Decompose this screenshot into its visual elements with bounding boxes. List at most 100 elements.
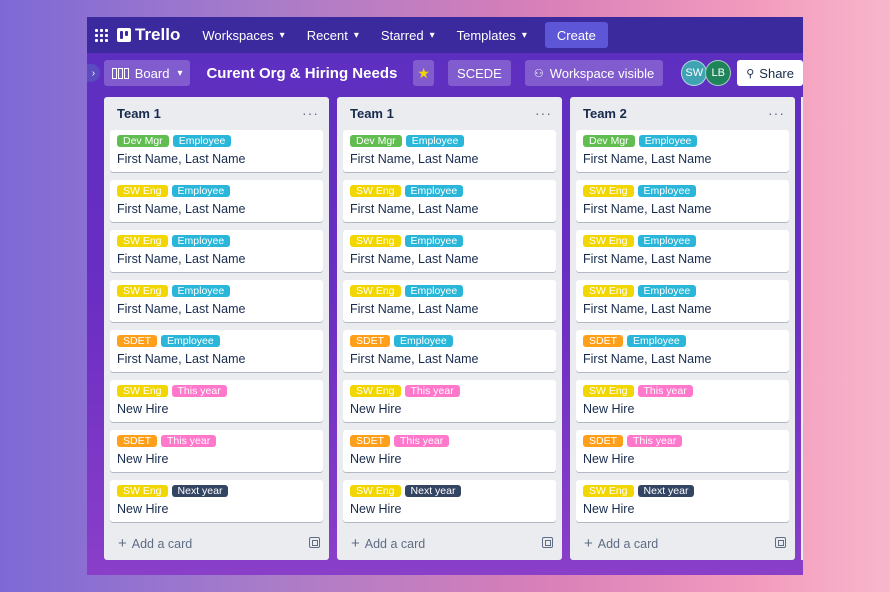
card-label[interactable]: Next year bbox=[637, 485, 695, 497]
card[interactable]: SW Eng Employee First Name, Last Name bbox=[110, 180, 323, 222]
card-label[interactable]: Employee bbox=[637, 185, 697, 197]
card-label[interactable]: SDET bbox=[117, 335, 158, 347]
card-label[interactable]: Employee bbox=[638, 135, 698, 147]
card[interactable]: SW Eng Employee First Name, Last Name bbox=[576, 230, 789, 272]
app-switcher-icon[interactable] bbox=[87, 17, 115, 53]
card[interactable]: SDET Employee First Name, Last Name bbox=[343, 330, 556, 372]
add-card-button[interactable]: + Add a card bbox=[584, 535, 658, 552]
card-label[interactable]: SW Eng bbox=[350, 385, 401, 397]
board-title[interactable]: Curent Org & Hiring Needs bbox=[206, 64, 398, 82]
card[interactable]: SW Eng Employee First Name, Last Name bbox=[576, 180, 789, 222]
card-label[interactable]: Employee bbox=[404, 285, 464, 297]
visibility-button[interactable]: ⚇ Workspace visible bbox=[524, 60, 664, 86]
card[interactable]: SW Eng Employee First Name, Last Name bbox=[343, 280, 556, 322]
avatar[interactable]: SW bbox=[681, 60, 708, 86]
card-label[interactable]: Employee bbox=[637, 235, 697, 247]
card-label[interactable]: Employee bbox=[637, 285, 697, 297]
card-label[interactable]: Next year bbox=[171, 485, 229, 497]
card-label[interactable]: SW Eng bbox=[350, 285, 401, 297]
card[interactable]: SDET This year New Hire bbox=[576, 430, 789, 472]
card-label[interactable]: Dev Mgr bbox=[583, 135, 635, 147]
card[interactable]: SW Eng This year New Hire bbox=[343, 380, 556, 422]
card-label[interactable]: SW Eng bbox=[583, 285, 634, 297]
card[interactable]: SDET Employee First Name, Last Name bbox=[576, 330, 789, 372]
more-icon[interactable]: ··· bbox=[302, 105, 319, 121]
card-label[interactable]: SW Eng bbox=[583, 385, 634, 397]
card[interactable]: SW Eng Next year New Hire bbox=[576, 480, 789, 522]
card-label[interactable]: Employee bbox=[627, 335, 686, 347]
card-label[interactable]: Employee bbox=[404, 185, 464, 197]
card-template-icon[interactable] bbox=[542, 537, 553, 548]
card[interactable]: SDET Employee First Name, Last Name bbox=[110, 330, 323, 372]
card[interactable]: SDET This year New Hire bbox=[110, 430, 323, 472]
card[interactable]: SW Eng Employee First Name, Last Name bbox=[343, 180, 556, 222]
list-title[interactable]: Team 2 bbox=[583, 105, 627, 121]
card-label[interactable]: SW Eng bbox=[117, 485, 168, 497]
card-label[interactable]: SW Eng bbox=[117, 385, 168, 397]
card[interactable]: Dev Mgr Employee First Name, Last Name bbox=[343, 130, 556, 172]
card-label[interactable]: SW Eng bbox=[583, 185, 634, 197]
share-button[interactable]: ⚲ Share bbox=[737, 60, 803, 86]
card-label[interactable]: Employee bbox=[171, 185, 231, 197]
list-title[interactable]: Team 1 bbox=[350, 105, 394, 121]
card-label[interactable]: SW Eng bbox=[583, 485, 634, 497]
card[interactable]: SW Eng Next year New Hire bbox=[343, 480, 556, 522]
card-label[interactable]: This year bbox=[637, 385, 693, 397]
card-label[interactable]: Employee bbox=[404, 235, 464, 247]
card[interactable]: SW Eng Next year New Hire bbox=[110, 480, 323, 522]
card-label[interactable]: SW Eng bbox=[117, 285, 168, 297]
card[interactable]: Dev Mgr Employee First Name, Last Name bbox=[576, 130, 789, 172]
card-label[interactable]: SW Eng bbox=[117, 185, 168, 197]
card-label[interactable]: This year bbox=[404, 385, 460, 397]
card-label[interactable]: SW Eng bbox=[350, 485, 401, 497]
card-label[interactable]: SW Eng bbox=[117, 235, 168, 247]
card[interactable]: SW Eng Employee First Name, Last Name bbox=[343, 230, 556, 272]
star-board-button[interactable]: ★ bbox=[413, 60, 435, 86]
sidebar-expand-button[interactable]: › bbox=[87, 64, 100, 82]
card[interactable]: Dev Mgr Employee First Name, Last Name bbox=[110, 130, 323, 172]
add-card-button[interactable]: + Add a card bbox=[351, 535, 425, 552]
card-label[interactable]: Employee bbox=[171, 235, 231, 247]
trello-logo[interactable]: Trello bbox=[117, 25, 180, 45]
card[interactable]: SW Eng Employee First Name, Last Name bbox=[576, 280, 789, 322]
card-label[interactable]: This year bbox=[171, 385, 227, 397]
card-label[interactable]: This year bbox=[394, 435, 450, 447]
card[interactable]: SW Eng Employee First Name, Last Name bbox=[110, 230, 323, 272]
more-icon[interactable]: ··· bbox=[768, 105, 785, 121]
card-label[interactable]: Employee bbox=[161, 335, 220, 347]
card-label[interactable]: SDET bbox=[583, 335, 624, 347]
card-label[interactable]: Employee bbox=[394, 335, 453, 347]
card-label[interactable]: Employee bbox=[405, 135, 465, 147]
card-label[interactable]: SDET bbox=[350, 435, 391, 447]
card-label[interactable]: Dev Mgr bbox=[350, 135, 402, 147]
card[interactable]: SW Eng This year New Hire bbox=[110, 380, 323, 422]
board-view-switcher[interactable]: Board ▾ bbox=[103, 60, 191, 86]
card-label[interactable]: SW Eng bbox=[350, 185, 401, 197]
card-label[interactable]: This year bbox=[627, 435, 683, 447]
card[interactable]: SW Eng Employee First Name, Last Name bbox=[110, 280, 323, 322]
card-label[interactable]: Dev Mgr bbox=[117, 135, 169, 147]
card-label[interactable]: SDET bbox=[117, 435, 158, 447]
create-button[interactable]: Create bbox=[544, 22, 608, 48]
templates-menu[interactable]: Templates ▾ bbox=[449, 22, 535, 48]
add-card-button[interactable]: + Add a card bbox=[118, 535, 192, 552]
workspaces-menu[interactable]: Workspaces ▾ bbox=[194, 22, 292, 48]
card[interactable]: SW Eng This year New Hire bbox=[576, 380, 789, 422]
card-template-icon[interactable] bbox=[309, 537, 320, 548]
card[interactable]: SDET This year New Hire bbox=[343, 430, 556, 472]
starred-menu[interactable]: Starred ▾ bbox=[373, 22, 443, 48]
more-icon[interactable]: ··· bbox=[535, 105, 552, 121]
card-label[interactable]: Next year bbox=[404, 485, 462, 497]
card-label[interactable]: SDET bbox=[350, 335, 391, 347]
avatar[interactable]: LB bbox=[705, 60, 732, 86]
card-template-icon[interactable] bbox=[775, 537, 786, 548]
card-label[interactable]: SDET bbox=[583, 435, 624, 447]
card-label[interactable]: Employee bbox=[172, 135, 232, 147]
card-label[interactable]: SW Eng bbox=[350, 235, 401, 247]
card-label[interactable]: SW Eng bbox=[583, 235, 634, 247]
recent-menu[interactable]: Recent ▾ bbox=[299, 22, 367, 48]
list-title[interactable]: Team 1 bbox=[117, 105, 161, 121]
card-label[interactable]: This year bbox=[161, 435, 217, 447]
card-label[interactable]: Employee bbox=[171, 285, 231, 297]
workspace-button[interactable]: SCEDE bbox=[448, 60, 511, 86]
